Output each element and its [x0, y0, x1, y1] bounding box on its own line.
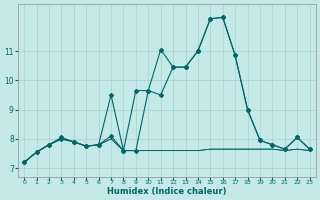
X-axis label: Humidex (Indice chaleur): Humidex (Indice chaleur) — [107, 187, 227, 196]
